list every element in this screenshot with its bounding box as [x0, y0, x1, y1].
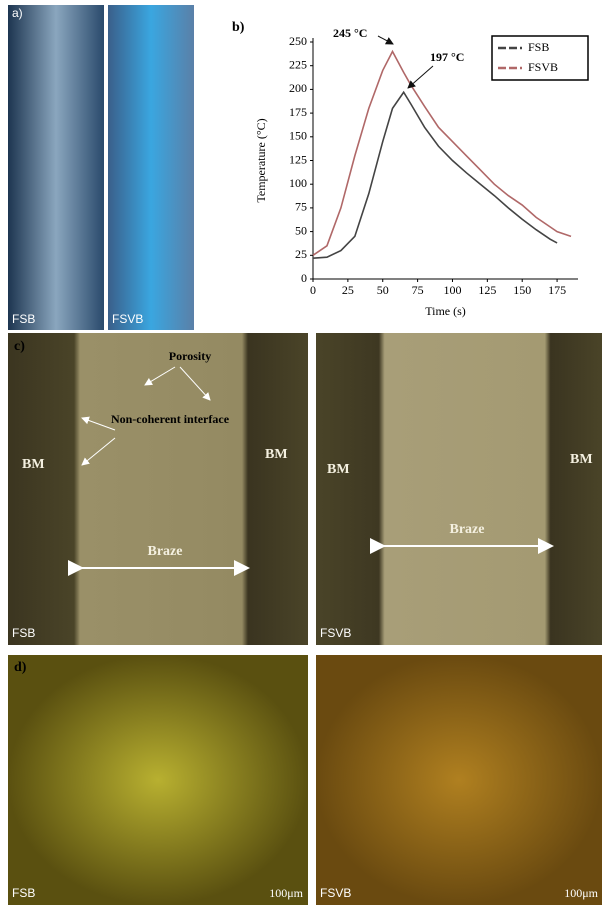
- arrow: [408, 66, 433, 88]
- y-tick-label: 125: [289, 152, 307, 166]
- micrograph: [8, 333, 308, 645]
- photo: [8, 5, 104, 330]
- x-tick-label: 25: [342, 283, 354, 297]
- y-tick-label: 25: [295, 247, 307, 261]
- photo-label: FSB: [12, 312, 35, 326]
- y-axis-label: Temperature (°C): [254, 118, 268, 202]
- y-tick-label: 100: [289, 176, 307, 190]
- annotation: Braze: [450, 522, 485, 537]
- legend-label: FSVB: [528, 60, 558, 74]
- arrow: [378, 36, 393, 44]
- annotation: BM: [570, 452, 593, 467]
- scale-label: 100μm: [564, 886, 598, 900]
- photo-label: FSVB: [320, 626, 351, 640]
- x-tick-label: 125: [478, 283, 496, 297]
- y-tick-label: 250: [289, 34, 307, 48]
- y-tick-label: 75: [295, 200, 307, 214]
- y-tick-label: 200: [289, 81, 307, 95]
- y-tick-label: 175: [289, 105, 307, 119]
- annotation: 245 °C: [333, 26, 367, 40]
- annotation: Porosity: [169, 349, 211, 363]
- y-tick-label: 0: [301, 271, 307, 285]
- panel-label: a): [12, 6, 23, 20]
- annotation: Braze: [148, 544, 183, 559]
- legend-label: FSB: [528, 40, 549, 54]
- x-tick-label: 100: [443, 283, 461, 297]
- scale-label: 100μm: [269, 886, 303, 900]
- photo-label: FSVB: [320, 886, 351, 900]
- x-axis-label: Time (s): [425, 304, 466, 318]
- annotation: Non-coherent interface: [111, 412, 230, 426]
- annotation: BM: [327, 462, 350, 477]
- y-tick-label: 150: [289, 129, 307, 143]
- panel-label: c): [14, 339, 25, 354]
- micrograph: [8, 655, 308, 905]
- figure: a) FSB FSVB b) c) Porosity Non-coherent …: [0, 0, 608, 909]
- photo-label: FSB: [12, 886, 35, 900]
- annotation: 197 °C: [430, 50, 464, 64]
- x-tick-label: 0: [310, 283, 316, 297]
- photo: [108, 5, 194, 330]
- y-tick-label: 50: [295, 223, 307, 237]
- x-tick-label: 50: [377, 283, 389, 297]
- x-tick-label: 75: [412, 283, 424, 297]
- annotation: BM: [22, 457, 45, 472]
- micrograph: [316, 655, 602, 905]
- y-tick-label: 225: [289, 57, 307, 71]
- photo-label: FSVB: [112, 312, 143, 326]
- line: [313, 51, 571, 255]
- micrograph: [316, 333, 602, 645]
- panel-label: d): [14, 660, 27, 675]
- x-tick-label: 150: [513, 283, 531, 297]
- panel-label: b): [232, 20, 245, 35]
- photo-label: FSB: [12, 626, 35, 640]
- x-tick-label: 175: [548, 283, 566, 297]
- annotation: BM: [265, 447, 288, 462]
